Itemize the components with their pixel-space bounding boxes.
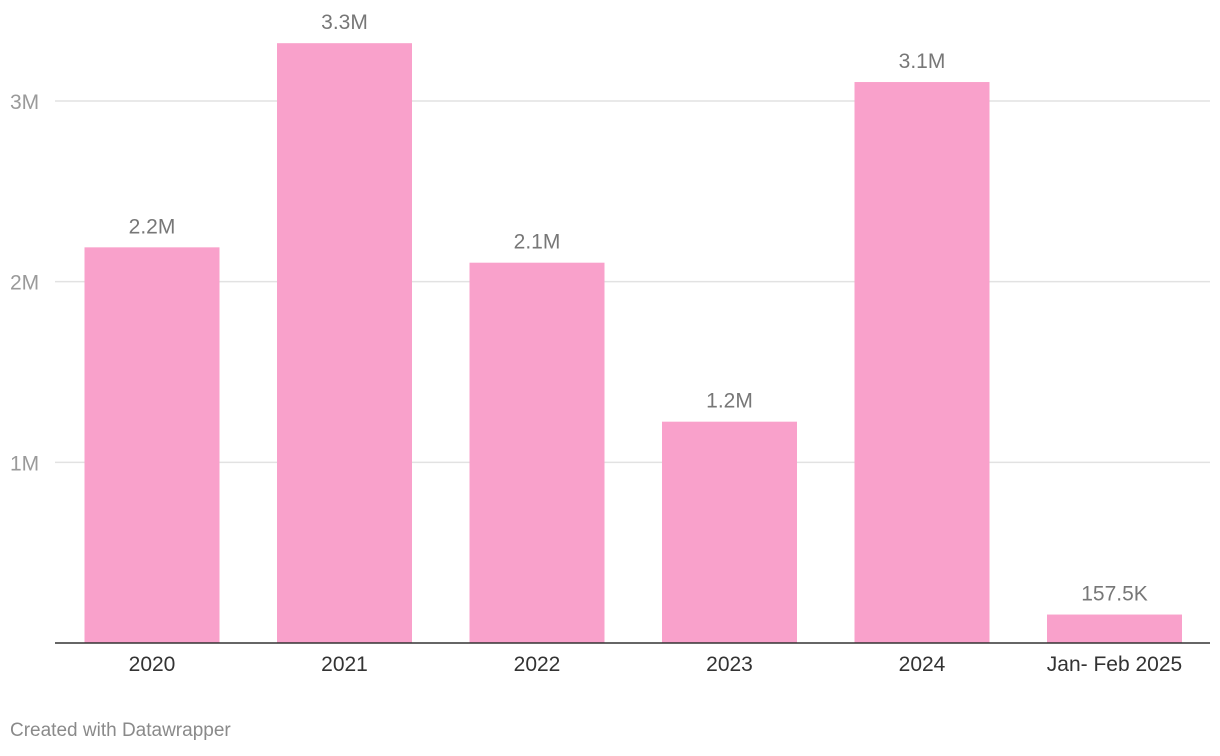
y-tick-label: 1M (10, 452, 39, 475)
bar (84, 247, 220, 643)
x-tick-label: 2023 (706, 653, 753, 676)
x-tick-label: 2021 (321, 653, 368, 676)
bar-value-label: 2.2M (129, 215, 176, 238)
x-tick-label: 2020 (129, 653, 176, 676)
x-axis-ticks: 2020 2021 2022 2023 2024 Jan- Feb 2025 (129, 653, 1183, 676)
bar-value-label: 1.2M (706, 390, 753, 413)
y-tick-label: 2M (10, 272, 39, 295)
x-tick-label: 2022 (514, 653, 561, 676)
bar (469, 262, 605, 643)
data-labels: 2.2M 3.3M 2.1M 1.2M 3.1M 157.5K (129, 11, 1148, 605)
bars (84, 43, 1182, 644)
footer-credit: Created with Datawrapper (10, 720, 231, 741)
bar (277, 43, 412, 644)
x-tick-label: 2024 (899, 653, 946, 676)
x-tick-label: Jan- Feb 2025 (1047, 653, 1182, 676)
y-axis-ticks: 1M 2M 3M (10, 91, 39, 475)
bar (1047, 614, 1182, 643)
bar (854, 82, 990, 643)
gridlines (55, 100, 1210, 464)
bar-value-label: 2.1M (514, 231, 561, 254)
bar (662, 421, 797, 643)
bar-value-label: 157.5K (1081, 583, 1148, 606)
bar-value-label: 3.3M (321, 11, 368, 34)
bar-value-label: 3.1M (899, 50, 946, 73)
y-tick-label: 3M (10, 91, 39, 114)
